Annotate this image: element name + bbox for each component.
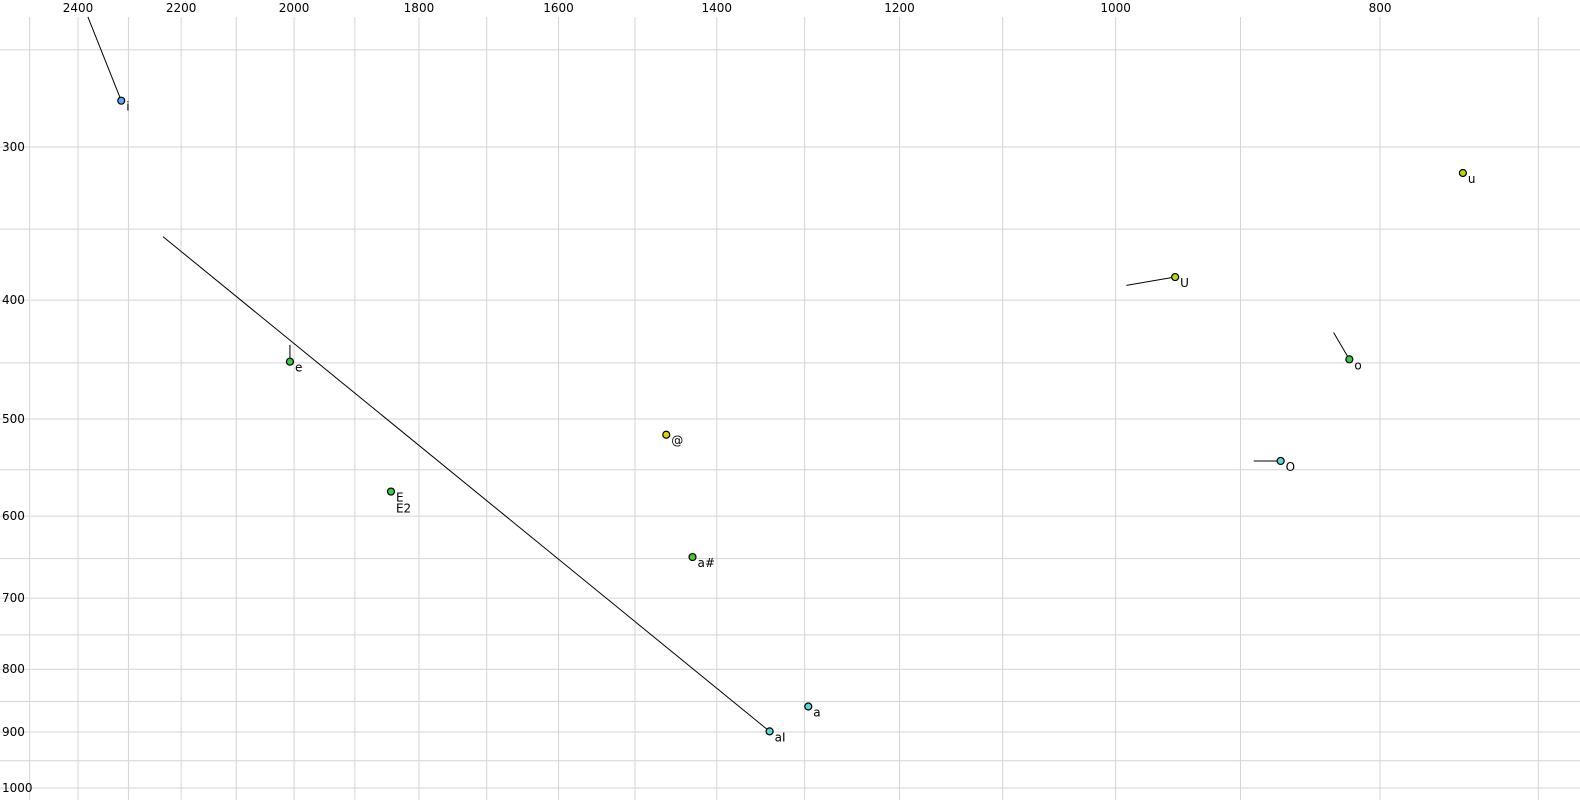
y-axis-tick-label: 400 (2, 293, 25, 307)
vowel-label-U: U (1180, 276, 1189, 290)
x-axis-tick-label: 2000 (279, 1, 310, 15)
y-axis-tick-label: 500 (2, 412, 25, 426)
vowel-point-aI[interactable] (765, 727, 774, 736)
vowel-label-i: i (126, 100, 129, 114)
glide-line-U (1126, 276, 1176, 286)
vowel-label-E: E (396, 491, 404, 505)
vowel-label-a: a (813, 706, 820, 720)
y-axis-tick-label: 1000 (2, 781, 33, 795)
vowel-point-i[interactable] (117, 96, 126, 105)
y-axis-tick-label: 900 (2, 725, 25, 739)
vowel-label-@: @ (671, 434, 683, 448)
x-axis-tick-label: 800 (1369, 1, 1392, 15)
y-axis-tick-label: 700 (2, 591, 25, 605)
vowel-point-e[interactable] (285, 357, 295, 366)
x-axis-tick-label: 1600 (543, 1, 574, 15)
x-axis-tick-label: 1000 (1100, 1, 1131, 15)
vowel-label-aI: aI (775, 730, 786, 744)
vowel-label-a#: a# (698, 556, 715, 570)
vowel-point-o[interactable] (1345, 355, 1354, 364)
y-axis-tick-label: 800 (2, 662, 25, 676)
vowel-label-e: e (295, 361, 302, 375)
vowel-point-u[interactable] (1458, 168, 1467, 178)
x-axis-tick-label: 2400 (63, 1, 94, 15)
vowel-point-@[interactable] (662, 430, 671, 439)
vowel-label-O: O (1286, 460, 1295, 474)
vowel-label-o: o (1354, 358, 1361, 372)
y-axis-tick-label: 300 (2, 140, 25, 154)
x-axis-tick-label: 1200 (884, 1, 915, 15)
glide-line-aI (162, 236, 770, 732)
vowel-point-U[interactable] (1171, 272, 1180, 282)
vowel-point-E[interactable] (386, 487, 396, 496)
glide-line-o (1333, 332, 1350, 360)
vowel-point-a[interactable] (804, 702, 813, 711)
x-axis-tick-label: 1800 (404, 1, 435, 15)
vowel-point-O[interactable] (1276, 456, 1285, 466)
x-axis-tick-label: 2200 (166, 1, 197, 15)
vowel-point-a#[interactable] (688, 552, 697, 562)
x-axis-tick-label: 1400 (702, 1, 733, 15)
y-axis-tick-label: 600 (2, 509, 25, 523)
vowel-label-u: u (1468, 172, 1476, 186)
glide-line-i (87, 16, 122, 101)
vowel-label-E2: E2 (396, 502, 411, 516)
